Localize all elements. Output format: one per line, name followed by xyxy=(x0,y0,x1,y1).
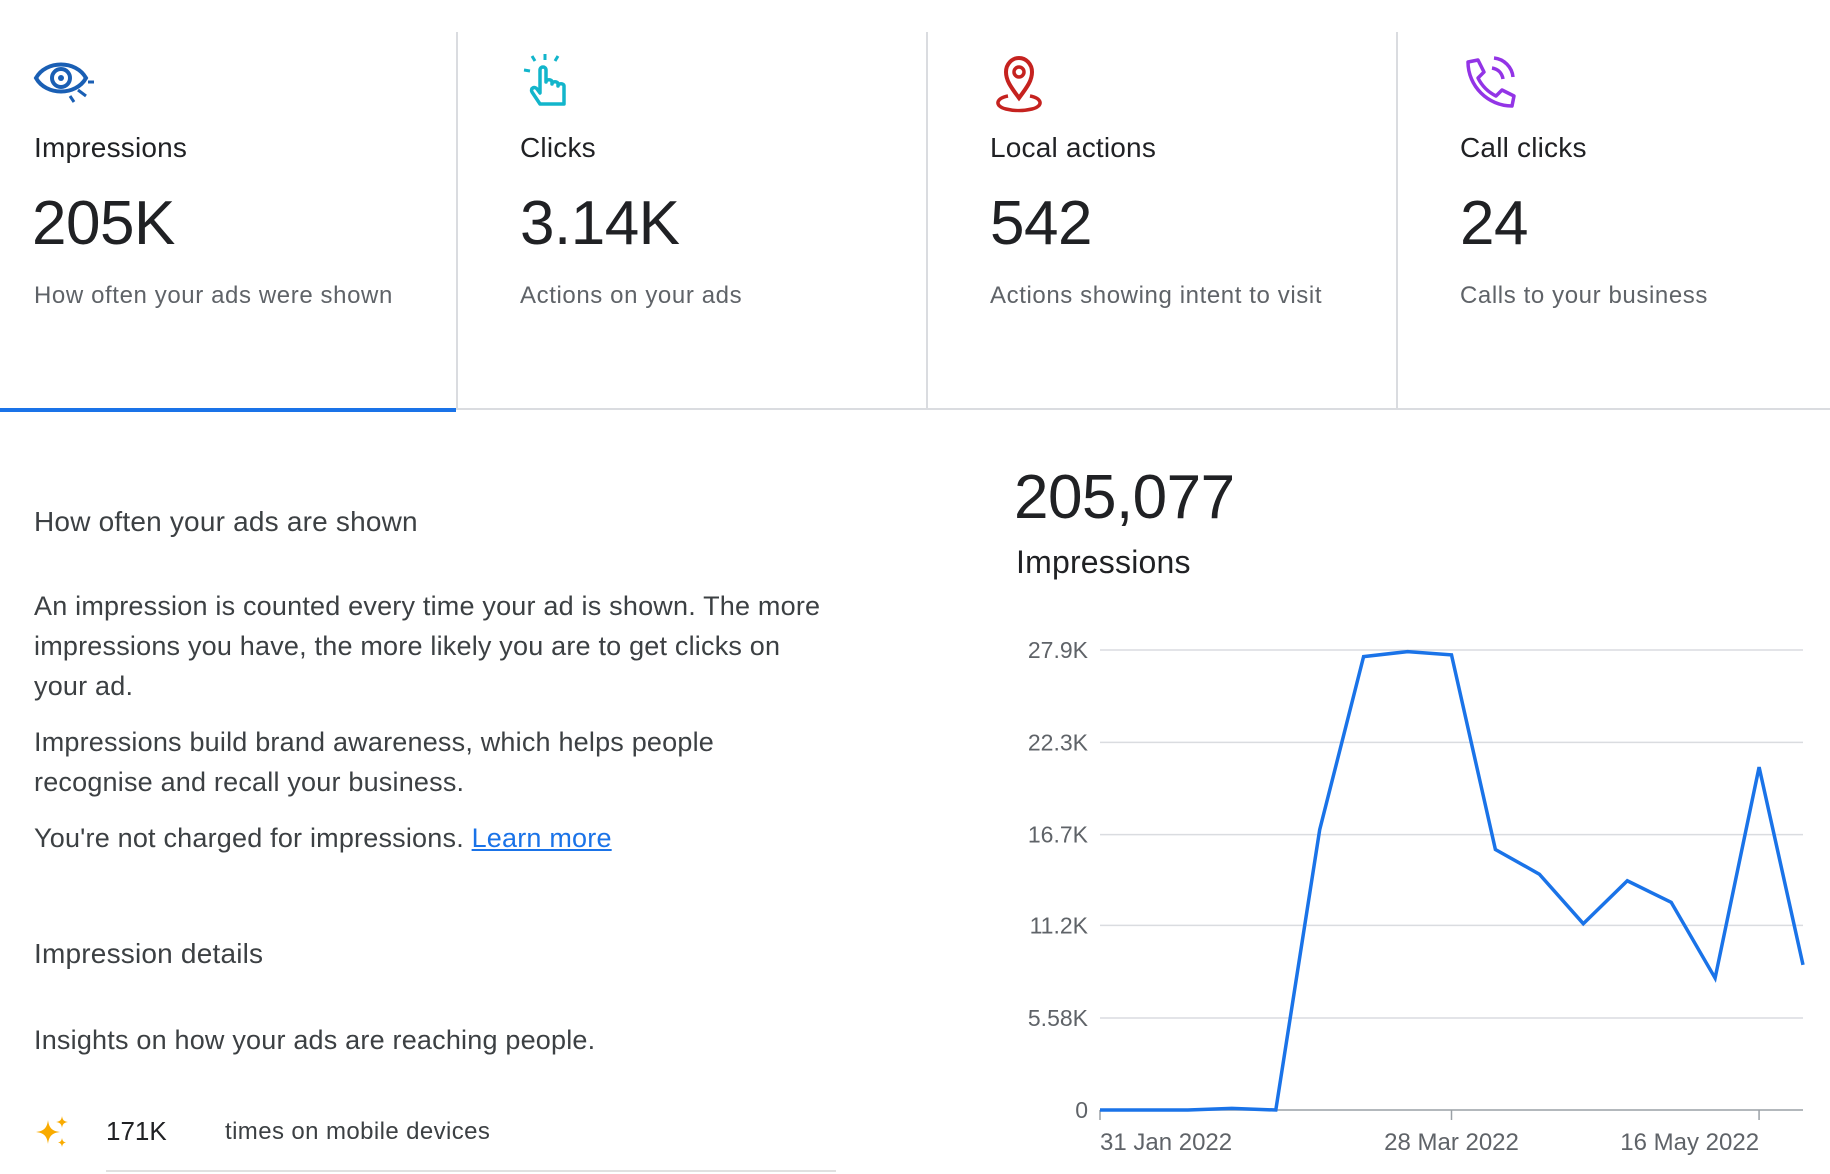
card-description: Calls to your business xyxy=(1460,282,1708,309)
details-subtitle: Insights on how your ads are reaching pe… xyxy=(34,1025,596,1055)
divider xyxy=(456,32,458,408)
y-tick-label: 11.2K xyxy=(1030,912,1089,938)
total-impressions-value: 205,077 xyxy=(1014,463,1235,532)
learn-more-link[interactable]: Learn more xyxy=(471,823,612,853)
series-line[interactable] xyxy=(1100,649,1805,1112)
x-tick-label: 16 May 2022 xyxy=(1620,1129,1759,1156)
phone-call-icon xyxy=(1466,56,1516,108)
card-label: Local actions xyxy=(990,132,1157,163)
eye-icon xyxy=(33,62,94,103)
total-impressions-label: Impressions xyxy=(1016,544,1191,580)
details-heading: Impression details xyxy=(34,938,264,969)
card-label: Call clicks xyxy=(1460,132,1587,163)
card-value: 205K xyxy=(32,189,175,258)
card-local-actions[interactable]: Local actions 542 Actions showing intent… xyxy=(926,0,1396,410)
paragraph-impression-definition: An impression is counted every time your… xyxy=(34,591,821,701)
y-tick-label: 16.7K xyxy=(1028,822,1089,848)
charges-text: You're not charged for impressions. xyxy=(34,823,464,853)
tap-icon xyxy=(523,54,566,106)
section-heading: How often your ads are shown xyxy=(34,506,418,537)
y-tick-label: 22.3K xyxy=(1028,729,1089,755)
divider xyxy=(926,32,928,408)
card-label: Clicks xyxy=(520,132,596,163)
paragraph-brand-awareness: Impressions build brand awareness, which… xyxy=(34,727,714,797)
x-tick-label: 28 Mar 2022 xyxy=(1384,1129,1519,1156)
divider xyxy=(1396,32,1398,408)
selected-indicator xyxy=(0,408,456,412)
card-value: 24 xyxy=(1460,189,1528,258)
card-value: 3.14K xyxy=(520,189,680,258)
card-description: Actions on your ads xyxy=(520,282,743,309)
card-impressions[interactable]: Impressions 205K How often your ads were… xyxy=(0,0,456,412)
detail-label: times on mobile devices xyxy=(225,1118,491,1145)
y-tick-label: 27.9K xyxy=(1028,637,1089,663)
metric-cards: Impressions 205K How often your ads were… xyxy=(0,0,1830,412)
impressions-chart[interactable]: 0 5.58K 11.2K 16.7K 22.3K 27.9K 31 Jan 2022 28 … xyxy=(1000,620,1830,1174)
row-divider xyxy=(106,1170,836,1172)
paragraph-charges: You're not charged for impressions. Lear… xyxy=(34,818,824,858)
card-description: How often your ads were shown xyxy=(34,282,393,309)
card-label: Impressions xyxy=(34,132,188,163)
card-description: Actions showing intent to visit xyxy=(990,282,1323,309)
y-tick-label: 0 xyxy=(1075,1097,1088,1123)
y-tick-label: 5.58K xyxy=(1028,1005,1089,1031)
detail-value: 171K xyxy=(106,1116,167,1146)
sparkle-icon xyxy=(36,1116,68,1147)
card-call-clicks[interactable]: Call clicks 24 Calls to your business xyxy=(1396,0,1830,410)
x-tick-label: 31 Jan 2022 xyxy=(1100,1129,1232,1156)
location-pin-icon xyxy=(996,55,1042,113)
line-chart[interactable]: 0 5.58K 11.2K 16.7K 22.3K 27.9K 31 Jan 2022 28 … xyxy=(1000,620,1830,1174)
card-value: 542 xyxy=(990,189,1092,258)
card-clicks[interactable]: Clicks 3.14K Actions on your ads xyxy=(456,0,926,410)
